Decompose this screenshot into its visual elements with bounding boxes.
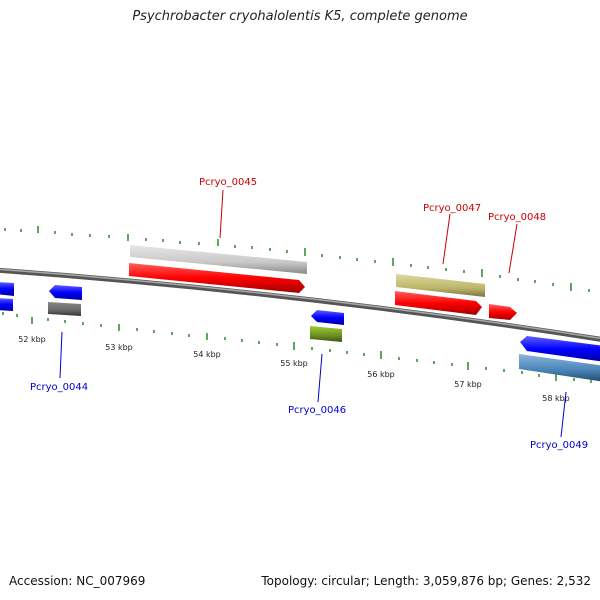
scale-label-53: 53 kbp	[105, 343, 133, 352]
gene-label-pcryo-0047[interactable]: Pcryo_0047	[423, 203, 481, 214]
scale-label-52: 52 kbp	[18, 335, 46, 344]
gene-label-pcryo-0045[interactable]: Pcryo_0045	[199, 177, 257, 188]
feature-bar-pcryo-0045[interactable]	[130, 245, 307, 274]
feature-bar-pcryo-0046[interactable]	[310, 326, 342, 342]
map-title: Psychrobacter cryohalolentis K5, complet…	[132, 9, 468, 24]
accession-text: Accession: NC_007969	[9, 574, 146, 588]
feature-bar-pcryo-0047[interactable]	[396, 274, 485, 297]
gene-label-pcryo-0044[interactable]: Pcryo_0044	[30, 382, 88, 393]
genome-summary-text: Topology: circular; Length: 3,059,876 bp…	[261, 574, 591, 588]
cds-arrow-left-edge[interactable]	[0, 282, 14, 296]
cds-arrow-left-edge-2[interactable]	[0, 298, 13, 311]
cds-arrow-pcryo-0049[interactable]	[520, 336, 600, 362]
genome-backbone	[0, 267, 600, 342]
cds-arrow-pcryo-0048[interactable]	[489, 304, 517, 320]
gene-label-pcryo-0048[interactable]: Pcryo_0048	[488, 212, 546, 223]
cds-arrow-pcryo-0044[interactable]	[49, 285, 82, 300]
inner-tick-row	[2, 312, 592, 383]
cds-arrow-pcryo-0047[interactable]	[395, 291, 482, 315]
scale-label-56: 56 kbp	[367, 370, 395, 379]
cds-arrow-pcryo-0046[interactable]	[311, 310, 344, 325]
scale-label-57: 57 kbp	[454, 380, 482, 389]
outer-tick-row	[4, 226, 590, 292]
leader-lines	[59, 189, 567, 438]
feature-bar-pcryo-0044[interactable]	[48, 302, 81, 316]
scale-label-55: 55 kbp	[280, 359, 308, 368]
feature-bar-pcryo-0049[interactable]	[519, 354, 600, 382]
gene-label-pcryo-0049[interactable]: Pcryo_0049	[530, 440, 588, 451]
gene-label-pcryo-0046[interactable]: Pcryo_0046	[288, 405, 346, 416]
scale-label-54: 54 kbp	[193, 350, 221, 359]
cds-arrow-pcryo-0045[interactable]	[129, 263, 305, 293]
scale-label-58: 58 kbp	[542, 394, 570, 403]
